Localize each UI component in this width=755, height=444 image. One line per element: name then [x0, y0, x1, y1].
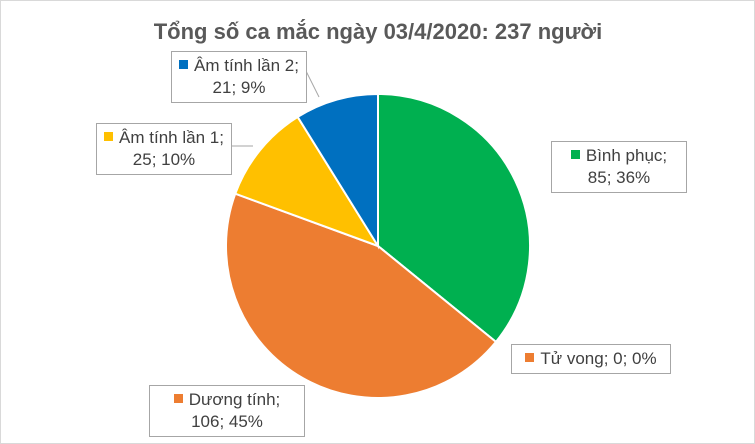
- data-label-text: Âm tính lần 2; 21; 9%: [194, 56, 299, 97]
- legend-swatch: [104, 132, 114, 141]
- data-label-text: Tử vong; 0; 0%: [540, 349, 657, 368]
- data-label: Âm tính lần 1; 25; 10%: [96, 123, 232, 175]
- data-label-text: Âm tính lần 1; 25; 10%: [119, 128, 224, 169]
- pie-slice: [233, 115, 381, 248]
- pie-slice: [296, 92, 379, 250]
- data-label: Âm tính lần 2; 21; 9%: [171, 51, 307, 103]
- legend-swatch: [570, 150, 580, 159]
- pie-slice: [225, 192, 498, 399]
- legend-swatch: [173, 394, 183, 403]
- leader-line: [305, 70, 320, 98]
- data-label: Tử vong; 0; 0%: [511, 344, 671, 374]
- leader-lines: [231, 70, 320, 147]
- chart-title: Tổng số ca mắc ngày 03/4/2020: 237 người: [154, 19, 603, 44]
- data-label-text: Bình phục; 85; 36%: [585, 146, 668, 187]
- pie-slice: [377, 92, 531, 344]
- data-label-text: Dương tính; 106; 45%: [188, 390, 281, 431]
- data-label: Dương tính; 106; 45%: [149, 385, 305, 437]
- legend-swatch: [179, 60, 189, 69]
- legend-swatch: [525, 353, 535, 362]
- data-label: Bình phục; 85; 36%: [551, 141, 687, 193]
